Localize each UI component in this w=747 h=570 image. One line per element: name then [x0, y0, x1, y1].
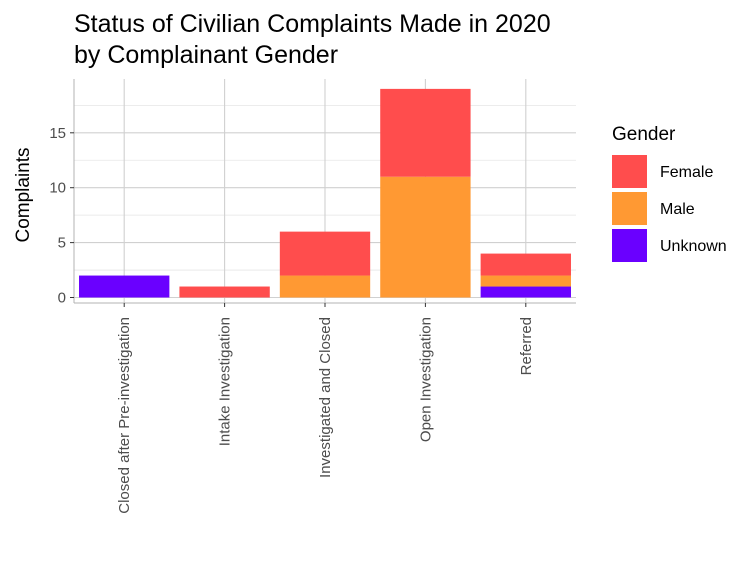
legend-key-female [612, 155, 647, 188]
x-tick-label: Investigated and Closed [317, 317, 334, 478]
chart-title-line-2: by Complainant Gender [74, 41, 338, 69]
legend-key-male [612, 192, 647, 225]
legend-title: Gender [612, 124, 676, 145]
y-tick-label: 15 [49, 125, 66, 142]
x-tick-label: Open Investigation [417, 317, 434, 442]
legend-label-male: Male [660, 201, 695, 218]
bar-unknown-closed-after-pre-investigation [79, 275, 170, 298]
x-tick-label: Closed after Pre-investigation [116, 317, 133, 514]
legend-key-unknown [612, 229, 647, 262]
x-tick-label: Referred [518, 317, 535, 375]
bar-female-open-investigation [380, 88, 471, 177]
chart-title-line-1: Status of Civilian Complaints Made in 20… [74, 10, 551, 38]
x-tick-label: Intake Investigation [217, 317, 234, 446]
y-tick-label: 5 [58, 235, 66, 252]
y-tick-label: 0 [58, 290, 66, 307]
bar-male-investigated-and-closed [279, 275, 371, 298]
y-tick-label: 10 [49, 180, 66, 197]
bars-group [79, 88, 571, 298]
bar-female-referred [480, 253, 571, 276]
bar-female-investigated-and-closed [279, 231, 371, 276]
legend: Gender Female Male Unknown [612, 124, 727, 262]
bar-female-intake-investigation [179, 286, 270, 298]
legend-label-unknown: Unknown [660, 238, 727, 255]
bar-male-open-investigation [380, 176, 471, 298]
axes-group: 0 5 10 15 Closed after Pre-investigation Inta… [49, 79, 576, 514]
bar-unknown-referred [480, 286, 571, 298]
legend-label-female: Female [660, 164, 713, 181]
y-axis-title: Complaints [13, 147, 34, 242]
bar-male-referred [480, 275, 571, 287]
